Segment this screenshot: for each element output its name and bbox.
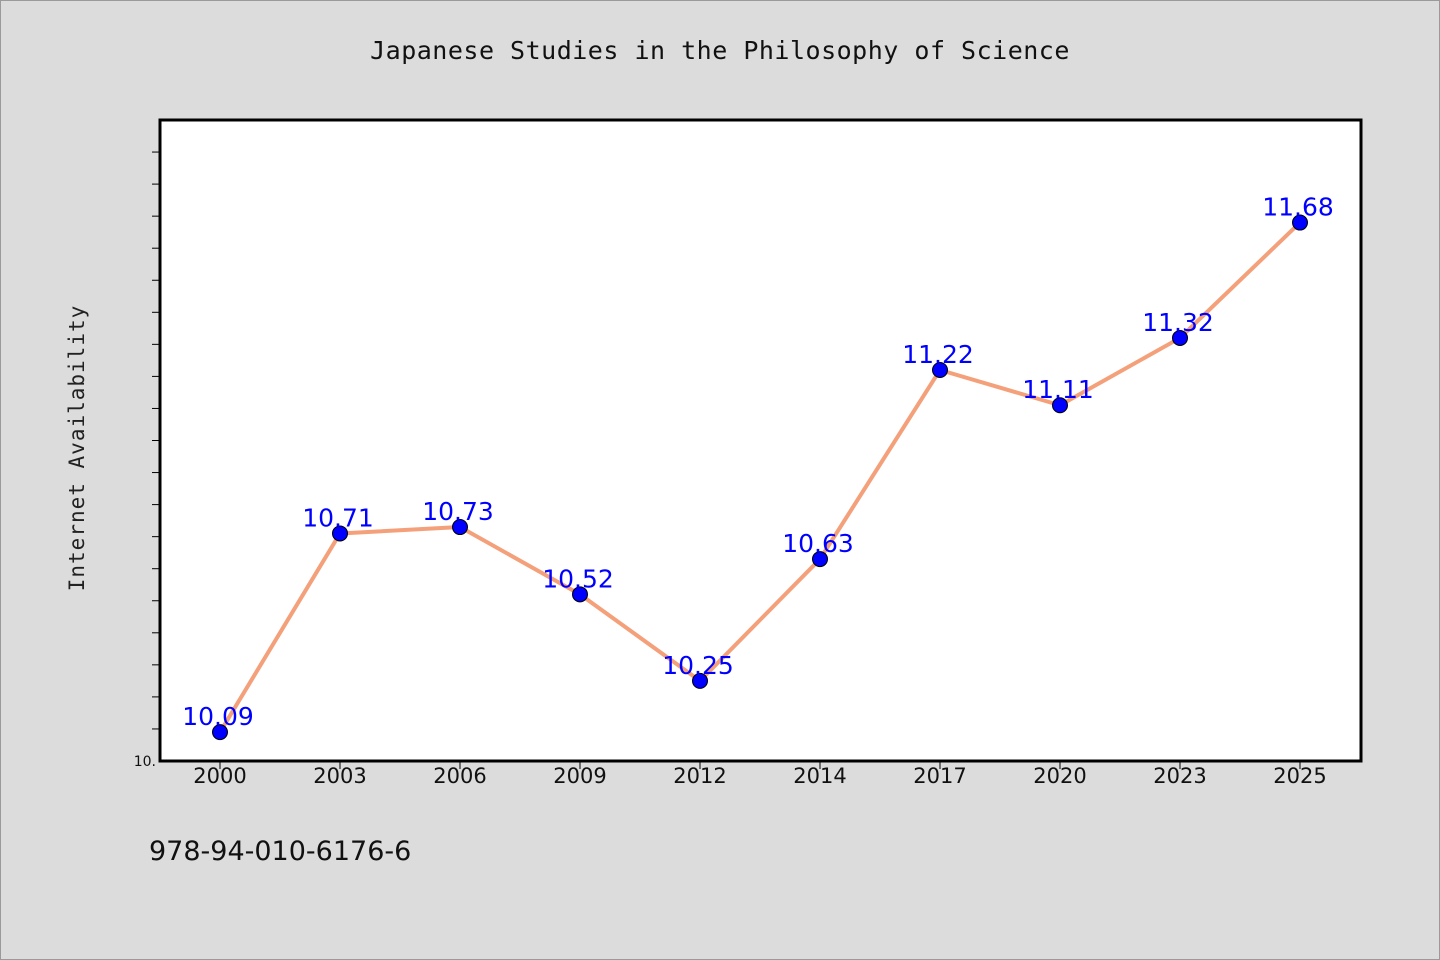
- data-label: 11.32: [1142, 308, 1214, 337]
- x-tick-label: 2003: [313, 764, 366, 788]
- data-label: 11.11: [1022, 375, 1094, 404]
- data-point: [692, 672, 708, 689]
- x-tick-label: 2000: [193, 764, 246, 788]
- data-label: 10.63: [782, 529, 854, 558]
- series-line: [218, 220, 1302, 735]
- data-point: [572, 586, 588, 603]
- x-tick-label: 2012: [673, 764, 726, 788]
- data-label: 10.52: [542, 564, 614, 593]
- data-label: 10.71: [302, 503, 374, 532]
- plot-area: [158, 118, 1363, 763]
- data-label: 10.73: [422, 497, 494, 526]
- x-tick-label: 2023: [1153, 764, 1206, 788]
- data-point: [212, 724, 228, 741]
- data-point: [812, 551, 828, 568]
- data-point: [332, 525, 348, 542]
- y-tick-label: 10.: [134, 754, 156, 770]
- x-tick-label: 2009: [553, 764, 606, 788]
- data-label: 10.09: [182, 702, 254, 731]
- data-point: [1052, 397, 1068, 414]
- x-tick-label: 2014: [793, 764, 846, 788]
- data-point: [1292, 214, 1308, 231]
- x-tick-label: 2006: [433, 764, 486, 788]
- x-tick-label: 2020: [1033, 764, 1086, 788]
- chart-title: Japanese Studies in the Philosophy of Sc…: [370, 36, 1070, 65]
- data-point: [1172, 329, 1188, 346]
- data-label: 11.68: [1262, 193, 1334, 222]
- data-point: [452, 519, 468, 536]
- data-label: 11.22: [902, 340, 974, 369]
- data-label: 10.25: [662, 651, 734, 680]
- x-tick-label: 2017: [913, 764, 966, 788]
- x-tick-label: 2025: [1273, 764, 1326, 788]
- data-point: [932, 361, 948, 378]
- footer-code: 978-94-010-6176-6: [149, 836, 412, 867]
